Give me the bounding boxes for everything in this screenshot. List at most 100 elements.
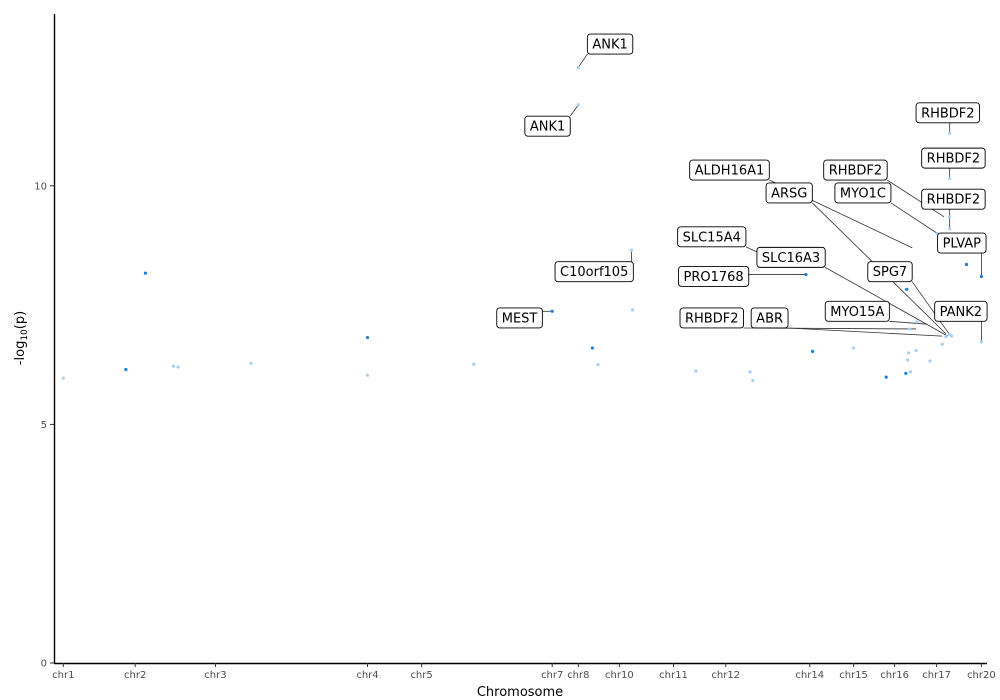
data-point [143,271,148,275]
gene-label-box [921,147,986,169]
data-point [61,376,65,380]
gene-label: MYO15A [824,300,890,322]
gene-label-box [524,115,571,137]
gene-label: RHBDF2 [921,147,986,169]
gene-label-box [677,226,747,248]
x-tick-label: chr10 [605,670,634,681]
y-axis-title: -log10(p) [13,311,30,365]
data-points [61,65,984,383]
gene-label-text: RHBDF2 [927,193,981,208]
gene-label-text: RHBDF2 [685,311,739,326]
y-tick-label: 5 [41,420,47,431]
data-point [365,335,370,340]
gene-label-text: PLVAP [943,237,982,252]
gene-label-text: MEST [502,311,538,326]
gene-label-text: ANK1 [530,120,565,135]
gene-label-box [867,261,913,283]
x-tick-label: chr17 [922,670,951,681]
gene-label-text: MYO15A [830,305,884,320]
label-connector [569,104,579,117]
data-point [124,367,128,372]
data-point [979,340,984,344]
data-point [748,370,752,374]
gene-label-box [921,188,986,210]
data-point [948,131,952,135]
label-connectors [542,53,982,342]
gene-label-text: C10orf105 [560,265,628,280]
gene-label-box [934,300,988,322]
x-tick-label: chr15 [839,670,868,681]
gene-label: PLVAP [937,232,987,254]
label-connector [578,53,588,68]
gene-label: RHBDF2 [915,102,981,124]
gene-label: SLC15A4 [677,226,747,248]
y-ticks: 0 5 10 [34,181,54,670]
x-tick-label: chr1 [52,670,74,681]
data-point [810,349,815,353]
data-point [907,351,911,355]
data-point [171,364,176,368]
x-tick-label: chr2 [124,670,146,681]
gene-label: C10orf105 [554,261,634,283]
gene-label: RHBDF2 [679,307,744,329]
data-point [751,378,755,383]
x-tick-label: chr20 [967,670,996,681]
data-point [907,327,912,331]
x-tick-label: chr12 [711,670,740,681]
data-point [365,373,370,377]
data-point [964,262,969,267]
label-connector [890,202,938,234]
gene-label-text: SPG7 [873,265,907,280]
gene-label-text: ABR [756,311,783,326]
gene-label: RHBDF2 [921,188,986,210]
data-point [596,363,600,367]
x-tick-label: chr7 [541,670,563,681]
data-point [915,320,919,324]
data-point [590,346,594,350]
x-tick-label: chr11 [659,670,688,681]
gene-label-box [823,159,888,181]
data-point [905,287,909,291]
gene-label-box [824,300,890,322]
label-connector [889,320,928,325]
data-point [904,371,908,375]
data-point [249,361,253,365]
x-tick-label: chr5 [410,670,432,681]
data-point [629,248,634,252]
gene-labels: ANK1 ANK1 RHBDF2 RHBDF2 ALDH16A1 RHBDF2 RHBDF2… [496,33,988,329]
data-point [979,274,984,279]
gene-label: ARSG [765,182,813,204]
gene-label-box [496,307,543,329]
gene-label-text: ALDH16A1 [695,164,765,179]
gene-label-box [915,102,981,124]
gene-label-text: RHBDF2 [829,164,883,179]
x-axis: chr1 chr2 chr3 chr4 chr5 chr7 chr8 chr10 chr11 ch… [52,662,996,681]
gene-label-box [554,261,634,283]
gene-label-text: MYO1C [840,186,886,201]
x-tick-label: chr16 [880,670,909,681]
gene-label-text: PRO1768 [684,270,744,285]
data-point [804,272,808,277]
gene-label-box [586,33,634,55]
data-point [928,359,932,363]
data-point [949,334,954,338]
data-point [914,348,918,353]
data-point [630,308,635,312]
label-connector [788,327,943,337]
gene-label-text: PANK2 [940,305,982,320]
gene-label: SLC16A3 [756,246,826,268]
gene-label-box [679,307,744,329]
gene-label-text: ARSG [771,186,807,201]
gene-label: MEST [496,307,543,329]
gene-label-text: RHBDF2 [927,152,981,167]
data-point [576,65,580,70]
gene-label-box [765,182,813,204]
gene-label: PRO1768 [678,266,750,287]
gene-label-text: SLC15A4 [683,230,741,245]
data-point [176,365,180,369]
gene-label: MYO1C [834,182,892,204]
gene-label-text: RHBDF2 [921,106,975,121]
gene-label-box [937,232,987,254]
x-tick-label: chr8 [567,670,589,681]
data-point [576,103,580,107]
